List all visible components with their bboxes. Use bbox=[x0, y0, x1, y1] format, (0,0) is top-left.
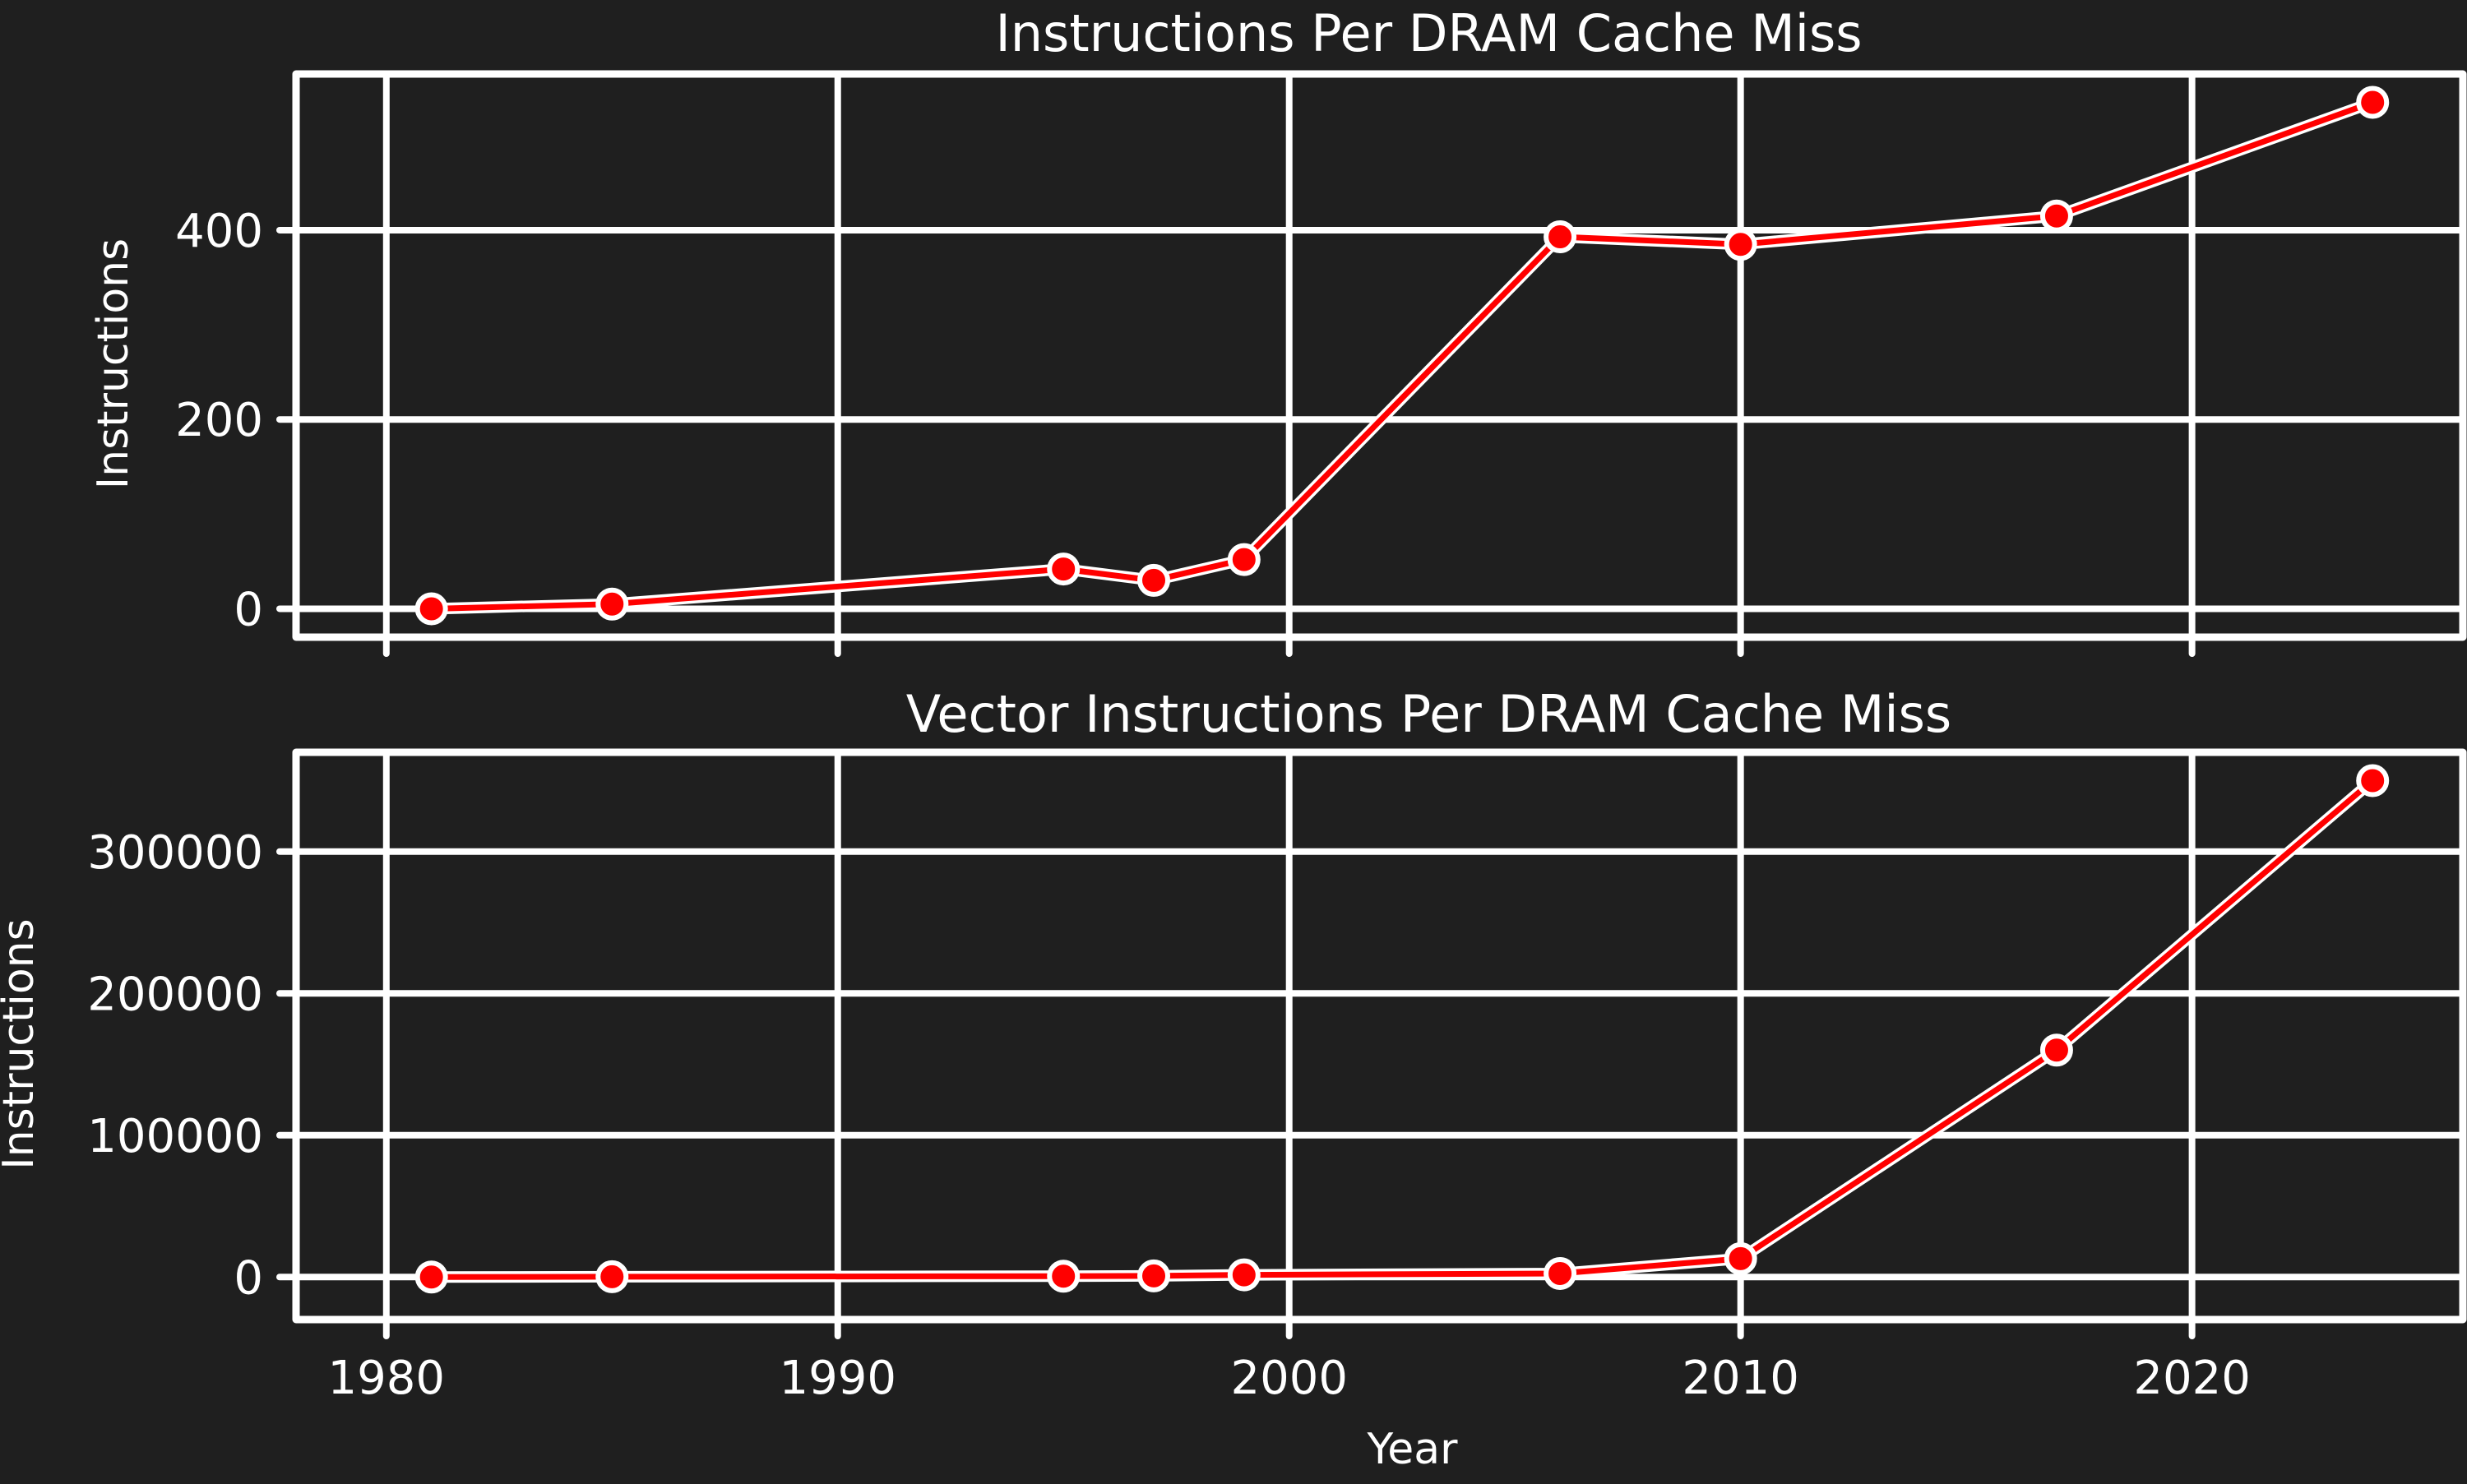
panel-1-data-point-1985 bbox=[595, 587, 629, 621]
panel-1-data-point-2017 bbox=[2039, 199, 2073, 233]
panel-2-data-point-2024 bbox=[2356, 764, 2390, 797]
panel-1-y-tick-label-0: 0 bbox=[234, 583, 263, 636]
panel-2-x-tick-label-1980: 1980 bbox=[328, 1352, 446, 1405]
panel-2-x-tick-label-2010: 2010 bbox=[1682, 1352, 1799, 1405]
panel-1-y-axis-label: Instructions bbox=[89, 238, 138, 489]
panel-2-data-point-1997 bbox=[1137, 1259, 1171, 1292]
panel-2-y-tick-label-200000: 200000 bbox=[87, 968, 263, 1021]
panel-1-y-tick-label-200: 200 bbox=[175, 394, 263, 447]
panel-2-plot-frame bbox=[292, 748, 2467, 1324]
panel-2-x-tick-label-2020: 2020 bbox=[2133, 1352, 2251, 1405]
panel-2-data-point-1981 bbox=[414, 1260, 448, 1294]
panel-2-x-tick-label-2000: 2000 bbox=[1230, 1352, 1348, 1405]
panel-2-data-point-1985 bbox=[595, 1260, 629, 1293]
panel-2-data-point-2010 bbox=[1724, 1241, 1757, 1275]
panel-1-title: Instructions Per DRAM Cache Miss bbox=[995, 3, 1862, 63]
panel-2-data-point-1999 bbox=[1227, 1258, 1261, 1292]
panel-2-data-point-2017 bbox=[2039, 1033, 2073, 1067]
panel-2-x-tick-label-1990: 1990 bbox=[779, 1352, 896, 1405]
panel-2-y-tick-label-100000: 100000 bbox=[87, 1110, 263, 1163]
panel-1-data-point-1997 bbox=[1137, 563, 1171, 597]
panel-1-data-point-2010 bbox=[1724, 228, 1757, 261]
panel-2-data-point-2006 bbox=[1544, 1256, 1577, 1290]
panel-2-y-tick-label-0: 0 bbox=[234, 1251, 263, 1305]
panel-1-data-point-2024 bbox=[2356, 86, 2390, 119]
panel-1-y-tick-label-400: 400 bbox=[175, 205, 263, 258]
panel-2-y-tick-label-300000: 300000 bbox=[87, 826, 263, 880]
panel-1-plot-frame bbox=[292, 70, 2467, 641]
panel-1-data-point-1999 bbox=[1227, 543, 1261, 576]
panel-2-title: Vector Instructions Per DRAM Cache Miss bbox=[906, 684, 1951, 744]
panel-2-x-axis-label: Year bbox=[1366, 1425, 1458, 1474]
panel-2-y-axis-label: Instructions bbox=[0, 918, 44, 1169]
panel-1-data-point-1981 bbox=[414, 592, 448, 626]
panel-1-data-point-1995 bbox=[1047, 552, 1081, 586]
panel-1-data-point-2006 bbox=[1544, 220, 1577, 254]
panel-2-data-point-1995 bbox=[1047, 1260, 1081, 1293]
